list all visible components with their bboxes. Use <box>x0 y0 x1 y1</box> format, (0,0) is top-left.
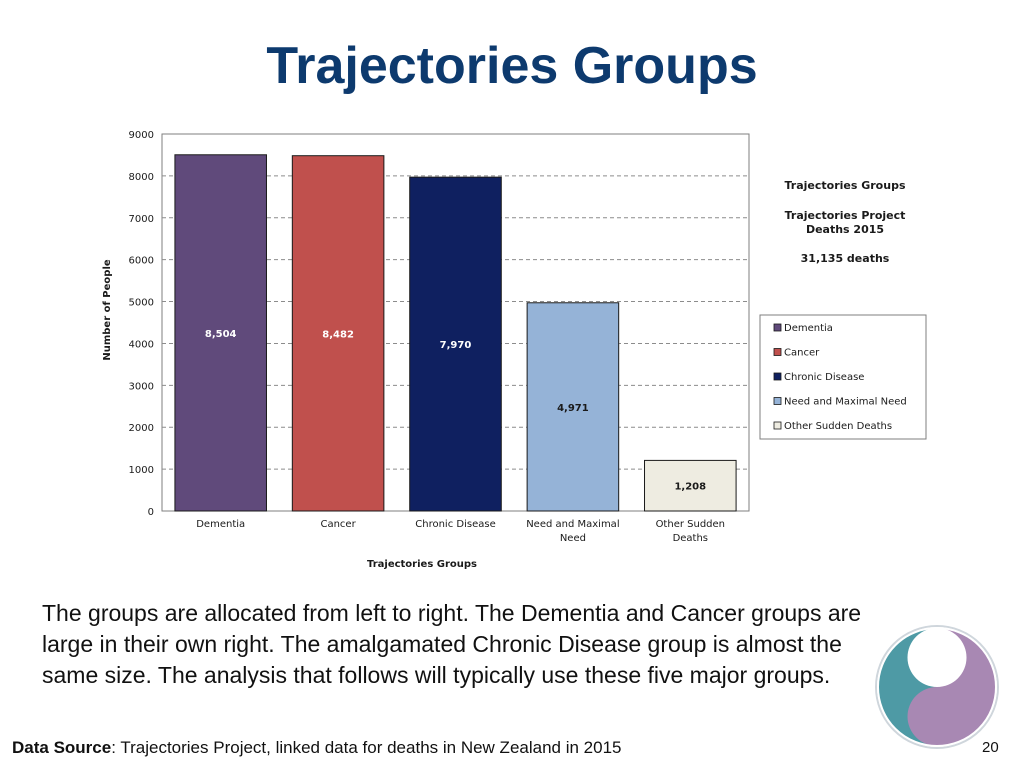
y-tick-label: 4000 <box>129 339 154 350</box>
x-tick-label: Cancer <box>320 519 356 530</box>
y-tick-label: 9000 <box>129 130 154 141</box>
bar-value-label: 7,970 <box>440 340 472 351</box>
bars <box>174 154 737 512</box>
bar-chart: 0 1000 2000 3000 4000 5000 6000 7000 8000 9000 8,… <box>102 130 927 570</box>
x-tick-label: Need <box>560 533 586 544</box>
slide-title: Trajectories Groups <box>266 37 758 95</box>
y-tick-label: 8000 <box>129 172 154 183</box>
y-tick-label: 6000 <box>129 256 154 267</box>
chart-annotation: Trajectories Groups Trajectories Project… <box>784 179 905 265</box>
legend-swatch <box>773 323 782 332</box>
page-number: 20 <box>982 739 999 756</box>
x-axis-ticks: Dementia Cancer Chronic Disease Need and Ma… <box>196 519 725 544</box>
y-tick-label: 7000 <box>129 214 154 225</box>
bar-value-label: 8,482 <box>322 329 354 340</box>
bar <box>409 176 502 512</box>
legend-swatch <box>773 348 782 356</box>
y-tick-label: 2000 <box>129 423 154 434</box>
legend-label: Chronic Disease <box>784 372 864 383</box>
x-tick-label: Need and Maximal <box>526 519 619 530</box>
legend-label: Other Sudden Deaths <box>784 421 892 432</box>
x-tick-label: Chronic Disease <box>415 519 495 530</box>
bar <box>174 154 267 512</box>
x-tick-label: Other Sudden <box>656 519 725 530</box>
y-tick-label: 5000 <box>129 298 154 309</box>
legend: Dementia Cancer Chronic Disease Need and Ma… <box>773 323 907 432</box>
bar <box>526 302 620 512</box>
legend-swatch <box>773 397 782 405</box>
legend-label: Cancer <box>784 348 820 359</box>
bar-value-label: 4,971 <box>557 403 589 414</box>
legend-swatch <box>773 421 782 430</box>
body-paragraph: The groups are allocated from left to ri… <box>42 600 862 688</box>
organization-logo <box>875 625 999 749</box>
y-axis-label: Number of People <box>102 259 113 361</box>
legend-box <box>759 314 927 440</box>
footer-text: : Trajectories Project, linked data for … <box>111 738 622 757</box>
x-axis-label: Trajectories Groups <box>367 559 477 570</box>
y-tick-label: 3000 <box>129 381 154 392</box>
x-tick-label: Deaths <box>673 533 708 544</box>
legend-label: Dementia <box>784 323 833 334</box>
y-tick-label: 1000 <box>129 465 154 476</box>
bar-value-label: 8,504 <box>205 329 237 340</box>
legend-label: Need and Maximal Need <box>784 397 907 408</box>
y-tick-label: 0 <box>148 507 154 518</box>
legend-swatch <box>773 372 782 381</box>
bar-value-label: 1,208 <box>674 482 706 493</box>
annotation-subheading-line2: Deaths 2015 <box>806 223 884 236</box>
footer-label: Data Source <box>12 738 112 757</box>
y-axis-ticks: 0 1000 2000 3000 4000 5000 6000 7000 8000 9000 <box>129 130 154 518</box>
data-labels: 8,504 8,482 7,970 4,971 1,208 <box>205 329 706 493</box>
data-source-footer: Data Source: Trajectories Project, linke… <box>12 738 622 758</box>
x-tick-label: Dementia <box>196 519 245 530</box>
bar <box>644 459 737 512</box>
annotation-heading: Trajectories Groups <box>784 179 905 192</box>
annotation-subheading-line1: Trajectories Project <box>785 209 906 222</box>
bar <box>291 155 385 512</box>
annotation-total: 31,135 deaths <box>801 252 890 265</box>
logo-purple-swirl <box>907 628 996 746</box>
